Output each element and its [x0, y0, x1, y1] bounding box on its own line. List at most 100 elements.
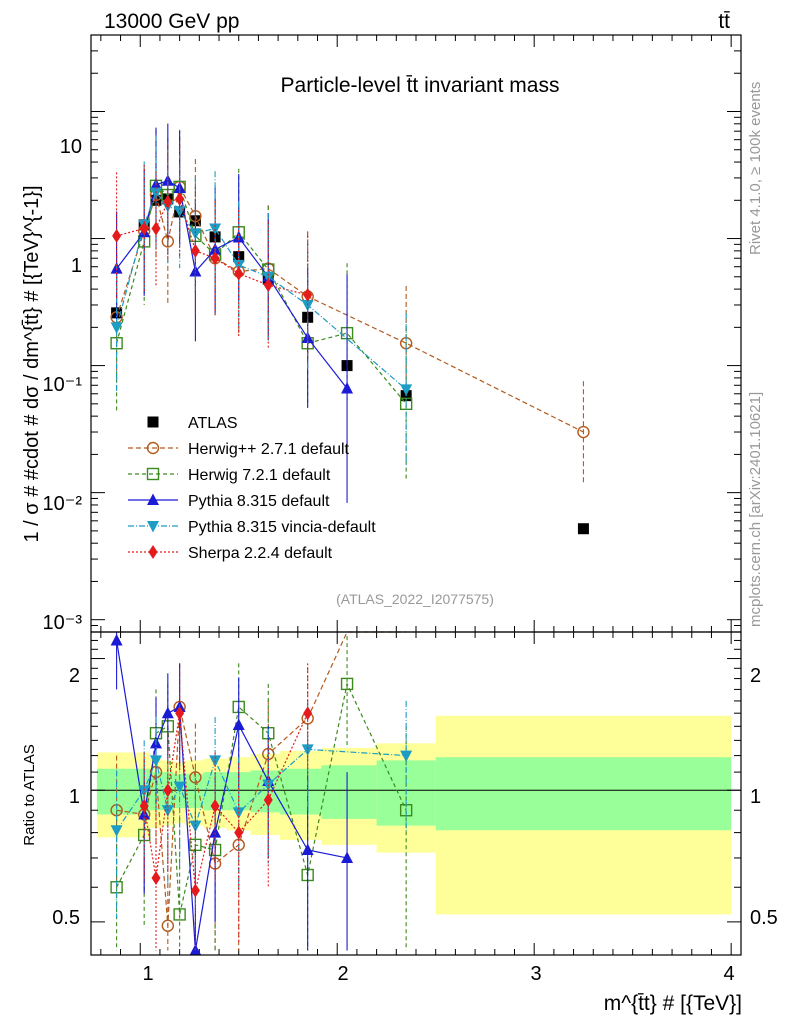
data-point-sherpa-2-2-4-default [263, 278, 273, 293]
side-label-bottom: mcplots.cern.ch [arXiv:2401.10621] [747, 392, 764, 627]
y-tick-label: 10⁻³ [43, 612, 83, 634]
process-label: tt̄ [718, 10, 730, 33]
data-point-pythia-8-315-vincia-default [110, 322, 123, 334]
ratio-point-pythia-8-315-vincia-default [110, 825, 123, 837]
data-point-pythia-8-315-default [189, 265, 202, 277]
uncertainty-band-green [435, 757, 732, 831]
y-tick-label: 10⁻² [43, 493, 83, 515]
legend-marker-herwig-7-2-1-default [146, 467, 160, 481]
ratio-point-sherpa-2-2-4-default [263, 792, 273, 807]
series-line-pythia-8-315-vincia-default [116, 191, 407, 390]
ratio-point-pythia-8-315-default [110, 633, 123, 646]
ratio-point-pythia-8-315-vincia-default [189, 820, 202, 833]
main-series [110, 123, 590, 535]
ratio-series [110, 631, 413, 956]
ratio-point-pythia-8-315-vincia-default [301, 744, 314, 756]
ratio-point-pythia-8-315-default [301, 843, 314, 855]
data-point-pythia-8-315-vincia-default [262, 271, 275, 284]
series-line-herwig-2-7-1-default [116, 185, 584, 433]
ratio-axis-label: Ratio to ATLAS [21, 744, 38, 845]
ratio-point-sherpa-2-2-4-default [210, 799, 220, 814]
ratio-point-herwig-7-2-1-default [173, 908, 186, 921]
legend-marker-sherpa-2-2-4-default [148, 545, 158, 559]
x-tick-label: 2 [337, 963, 348, 985]
ratio-point-pythia-8-315-vincia-default [400, 750, 413, 763]
ratio-point-sherpa-2-2-4-default [190, 883, 200, 898]
data-point-pythia-8-315-default [161, 174, 174, 186]
legend-marker-pythia-8-315-default [147, 493, 159, 505]
data-point-herwig-2-7-1-default [577, 425, 590, 439]
legend-label: Sherpa 2.2.4 default [188, 545, 333, 562]
y-axis-label: 1 / σ # #cdot # dσ / dm^{t̄t} # [{TeV}^{… [21, 185, 43, 542]
ratio-frame [90, 631, 742, 956]
chart-title: Particle-level t̄t invariant mass [281, 74, 560, 97]
ratio-tick-labels: 2 1 0.5 2 1 0.5 [52, 665, 778, 929]
data-point-pythia-8-315-vincia-default [189, 228, 202, 240]
legend-label: Herwig++ 2.7.1 default [188, 441, 350, 458]
data-point-herwig-7-2-1-default [110, 337, 123, 350]
ratio-tick-label: 0.5 [52, 907, 80, 929]
ratio-point-pythia-8-315-default [209, 826, 222, 838]
data-point-sherpa-2-2-4-default [151, 221, 161, 236]
x-tick-label: 4 [723, 963, 734, 985]
ratio-point-pythia-8-315-default [341, 851, 354, 863]
x-axis-label: m^{t̄t} # [{TeV}] [604, 992, 742, 1015]
data-point-sherpa-2-2-4-default [190, 243, 200, 258]
x-tick-label: 3 [530, 963, 541, 985]
series-line-herwig-7-2-1-default [116, 184, 407, 405]
ratio-point-herwig-2-7-1-default [161, 919, 175, 932]
analysis-id: (ATLAS_2022_I2077575) [336, 591, 494, 607]
legend: ATLAS Herwig++ 2.7.1 default Herwig 7.2.1 … [128, 415, 376, 562]
data-point-sherpa-2-2-4-default [303, 287, 313, 302]
ratio-point-herwig-7-2-1-default [340, 677, 354, 691]
ratio-tick-label: 2 [69, 665, 80, 687]
uncertainty-band-green [321, 765, 377, 819]
data-point-pythia-8-315-vincia-default [150, 187, 162, 200]
side-label-top: Rivet 4.1.0, ≥ 100k events [747, 82, 764, 255]
y-tick-label: 10 [60, 136, 82, 158]
ratio-line-herwig-7-2-1-default [116, 682, 407, 915]
energy-label: 13000 GeV pp [104, 10, 239, 33]
data-point-sherpa-2-2-4-default [139, 221, 149, 236]
ratio-point-pythia-8-315-vincia-default [138, 785, 151, 797]
legend-marker-herwig-2-7-1-default [146, 441, 160, 455]
x-tick-label: 1 [142, 963, 153, 985]
data-point-pythia-8-315-vincia-default [232, 259, 245, 272]
data-point-sherpa-2-2-4-default [175, 191, 185, 206]
legend-marker-pythia-8-315-vincia-default [147, 521, 159, 533]
y-tick-labels: 10 1 10⁻¹ 10⁻² 10⁻³ [43, 136, 83, 634]
ratio-point-sherpa-2-2-4-default [163, 783, 173, 798]
legend-label: Pythia 8.315 default [188, 493, 330, 510]
y-tick-label: 10⁻¹ [43, 374, 83, 396]
ratio-line-herwig-2-7-1-default [116, 631, 407, 926]
data-point-pythia-8-315-vincia-default [400, 384, 413, 396]
ratio-tick-label-right: 1 [750, 786, 761, 808]
y-tick-label: 1 [71, 255, 82, 277]
axis-ticks [91, 34, 741, 955]
data-point-atlas [577, 523, 589, 535]
series-line-pythia-8-315-default [116, 180, 348, 389]
main-frame [90, 34, 742, 633]
ratio-point-sherpa-2-2-4-default [139, 799, 149, 814]
series-line-sherpa-2-2-4-default [116, 198, 308, 296]
ratio-point-pythia-8-315-vincia-default [150, 755, 162, 767]
ratio-tick-label-right: 0.5 [750, 907, 778, 929]
data-point-pythia-8-315-default [341, 382, 354, 394]
ratio-tick-label: 1 [69, 786, 80, 808]
ratio-point-pythia-8-315-vincia-default [173, 781, 186, 793]
ratio-point-pythia-8-315-default [232, 718, 245, 730]
uncertainty-band-green [250, 770, 281, 813]
data-point-sherpa-2-2-4-default [163, 194, 173, 209]
legend-label: Pythia 8.315 vincia-default [188, 519, 376, 536]
uncertainty-band-green [280, 768, 322, 815]
data-point-sherpa-2-2-4-default [234, 266, 244, 281]
x-tick-labels: 1 2 3 4 [142, 963, 734, 985]
ratio-point-sherpa-2-2-4-default [303, 706, 313, 721]
data-point-pythia-8-315-vincia-default [301, 299, 314, 312]
ratio-point-sherpa-2-2-4-default [151, 870, 161, 885]
legend-label: ATLAS [188, 415, 238, 432]
ratio-point-pythia-8-315-default [161, 706, 174, 719]
ratio-point-sherpa-2-2-4-default [234, 825, 244, 840]
data-point-sherpa-2-2-4-default [210, 251, 220, 266]
